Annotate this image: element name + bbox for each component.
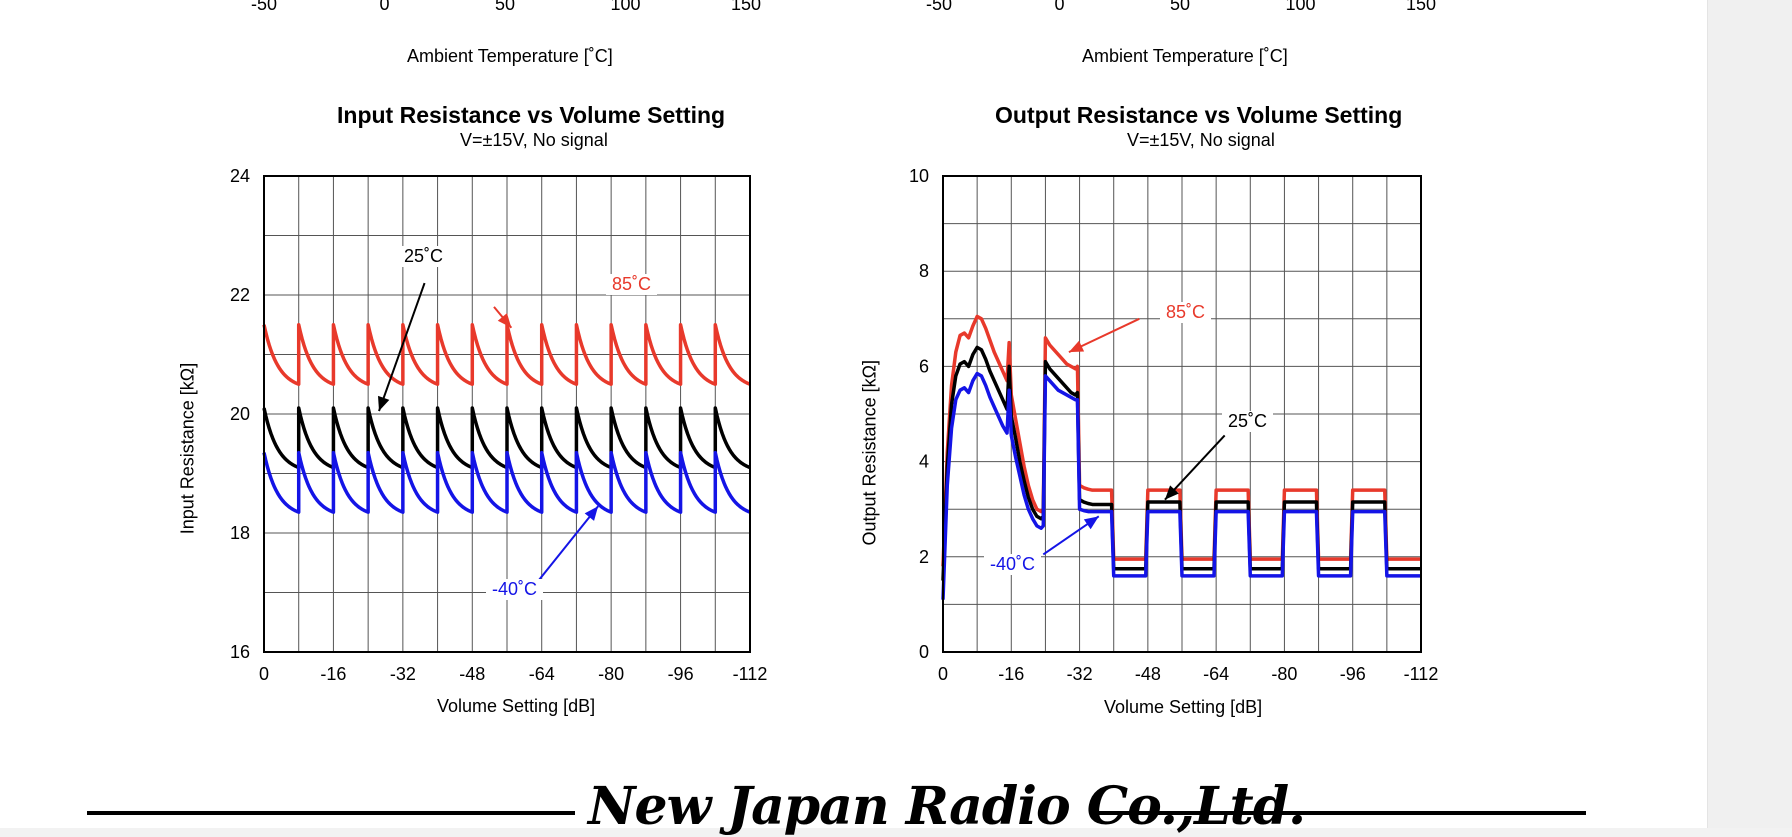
x-tick-label: -80	[1271, 664, 1297, 684]
output-resistance-25c-label: 25˚C	[1222, 411, 1274, 432]
x-tick-label: 0	[259, 664, 269, 684]
series-line-2	[941, 371, 1421, 600]
output-resistance-chart: 0 -16 -32 -48 -64 -80 -96 -112 0 2 4 6 8 10	[909, 166, 1438, 684]
annotation-arrow-line	[378, 282, 426, 412]
footer-rule-left	[87, 811, 575, 815]
output-resistance-m40c-label: -40˚C	[984, 554, 1042, 575]
top-right-x-axis-label: Ambient Temperature [˚C]	[1082, 46, 1288, 66]
annotation-arrow-head	[1164, 485, 1179, 500]
y-tick-label: 6	[919, 356, 929, 376]
y-tick-label: 20	[230, 404, 250, 424]
top-left-x-tick-label: 0	[379, 0, 390, 14]
datasheet-page: -50 0 50 100 150 Ambient Temperature [˚C] -5…	[0, 0, 1707, 837]
input-resistance-x-axis-label: Volume Setting [dB]	[437, 696, 596, 716]
y-tick-label: 4	[919, 452, 929, 472]
series-line-1	[262, 406, 751, 470]
annotation-arrow-head	[1068, 340, 1085, 353]
top-left-x-axis-label: Ambient Temperature [˚C]	[407, 46, 613, 66]
plot-frame	[263, 175, 751, 653]
output-resistance-y-axis-label: Output Resistance [kΩ]	[859, 359, 880, 546]
x-tick-label: -32	[390, 664, 416, 684]
x-tick-label: -112	[733, 664, 768, 684]
output-resistance-chart-title: Output Resistance vs Volume Setting	[995, 102, 1403, 128]
top-left-x-tick-label: -50	[250, 0, 277, 14]
y-tick-label: 22	[230, 285, 250, 305]
annotation-arrow-line	[1164, 434, 1226, 501]
input-resistance-m40c-label: -40˚C	[486, 579, 544, 600]
y-tick-label: 8	[919, 261, 929, 281]
output-resistance-85c-label: 85˚C	[1160, 302, 1212, 323]
top-right-x-tick-label: 0	[1054, 0, 1065, 14]
x-tick-label: -48	[459, 664, 485, 684]
top-right-x-tick-label: 50	[1169, 0, 1191, 14]
x-tick-label: -112	[1404, 664, 1439, 684]
annotation-arrow-head	[497, 313, 512, 328]
series-line-1	[941, 345, 1421, 581]
input-resistance-y-axis-label: Input Resistance [kΩ]	[177, 362, 198, 535]
annotation-arrow-head	[584, 506, 599, 521]
x-tick-label: -16	[320, 664, 346, 684]
top-left-x-tick-label: 50	[494, 0, 516, 14]
y-tick-label: 10	[909, 166, 929, 186]
top-right-x-tick-label: 100	[1285, 0, 1316, 14]
x-tick-label: -32	[1067, 664, 1093, 684]
output-resistance-x-axis-label: Volume Setting [dB]	[1104, 697, 1263, 717]
series-line-2	[262, 450, 751, 514]
x-tick-label: -80	[598, 664, 624, 684]
input-resistance-chart: 0 -16 -32 -48 -64 -80 -96 -112 16 18 20 22 24	[230, 166, 767, 684]
top-right-x-tick-label: 150	[1405, 0, 1437, 14]
footer-rule-right	[1096, 811, 1586, 815]
annotation-arrow-head	[1083, 516, 1099, 530]
top-left-x-tick-label: 150	[730, 0, 762, 14]
y-tick-label: 24	[230, 166, 250, 186]
annotation-arrow-head	[378, 395, 390, 412]
input-resistance-85c-label: 85˚C	[606, 274, 658, 295]
y-tick-label: 2	[919, 547, 929, 567]
company-logo: New Japan Radio Co.,Ltd.	[588, 776, 1306, 837]
x-tick-label: 0	[938, 664, 948, 684]
x-tick-label: -96	[1340, 664, 1366, 684]
x-tick-label: -96	[668, 664, 694, 684]
y-tick-label: 0	[919, 642, 929, 662]
input-resistance-chart-title: Input Resistance vs Volume Setting	[337, 102, 726, 128]
scroll-gutter[interactable]	[1707, 0, 1792, 828]
y-tick-label: 16	[230, 642, 250, 662]
input-resistance-chart-subtitle: V=±15V, No signal	[460, 130, 608, 150]
x-tick-label: -64	[1203, 664, 1229, 684]
x-tick-label: -48	[1135, 664, 1161, 684]
plot-frame	[942, 175, 1422, 653]
input-resistance-25c-label: 25˚C	[398, 246, 450, 267]
x-tick-label: -16	[998, 664, 1024, 684]
top-right-x-tick-label: -50	[925, 0, 952, 14]
x-tick-label: -64	[529, 664, 555, 684]
output-resistance-chart-subtitle: V=±15V, No signal	[1127, 130, 1275, 150]
top-left-x-tick-label: 100	[610, 0, 641, 14]
series-line-0	[262, 323, 751, 386]
y-tick-label: 18	[230, 523, 250, 543]
series-line-0	[941, 314, 1421, 567]
